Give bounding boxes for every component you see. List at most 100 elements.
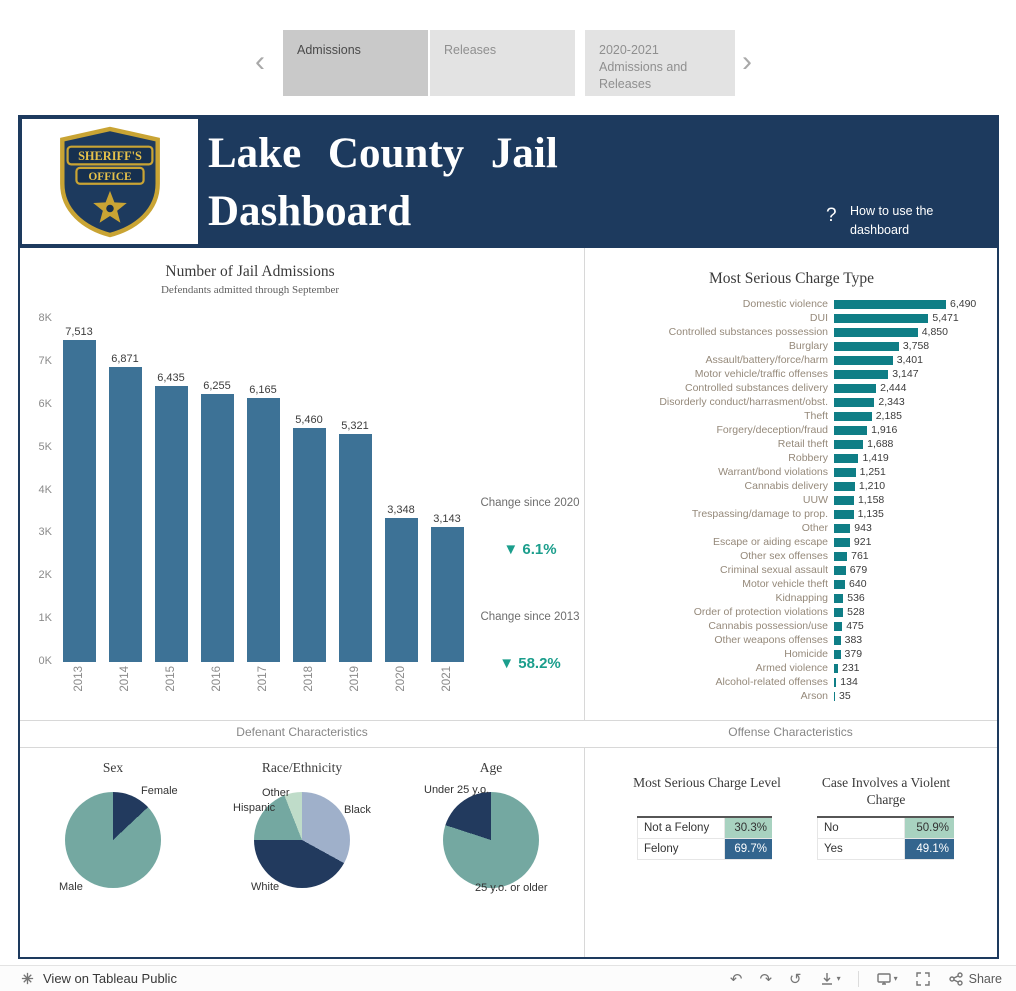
charge-bar[interactable] [834,509,854,519]
redo-icon[interactable]: ↷ [759,970,773,988]
charge-bar[interactable] [834,481,855,491]
download-icon [821,972,832,985]
y-axis-tick-label: 6K [38,397,52,410]
charge-bar[interactable] [834,663,838,673]
table-value-cell[interactable]: 49.1% [905,839,954,859]
charge-bar[interactable] [834,453,859,463]
charge-bar[interactable] [834,439,864,449]
view-on-tableau-public-link[interactable]: View on Tableau Public [20,971,177,986]
dashboard-tab-bar: Admissions Releases 2020-2021 Admissions… [283,30,737,96]
table-value-cell[interactable]: 50.9% [905,818,954,838]
charge-category-label: Forgery/deception/fraud [716,424,828,436]
charge-bar[interactable] [834,495,854,505]
next-tab-chevron-icon[interactable]: › [742,45,752,78]
change-since-2020-label: Change since 2020 [480,497,580,509]
charge-row: Forgery/deception/fraud 1,916 [596,423,996,437]
charge-bar[interactable] [834,313,929,323]
share-button[interactable]: Share [948,971,1002,987]
admissions-bar[interactable] [154,386,188,662]
charge-bar[interactable] [834,523,851,533]
sex-pie-chart[interactable] [65,792,161,888]
charge-bar[interactable] [834,649,841,659]
charge-bar[interactable] [834,327,918,337]
admissions-bar[interactable] [338,434,372,662]
tab-2020-2021-admissions-and-releases[interactable]: 2020-2021 Admissions and Releases [585,30,735,96]
race-ethnicity-pie-chart[interactable] [254,792,350,888]
admissions-bar[interactable] [292,428,326,662]
charge-bar[interactable] [834,607,844,617]
charge-category-label: UUW [802,494,828,506]
toolbar-buttons: ↶ ↷ ↺ ▾ ▾ Share [730,970,1002,988]
admissions-bar[interactable] [62,340,96,662]
charge-value-label: 3,147 [892,368,919,380]
charge-bar[interactable] [834,467,856,477]
y-axis-tick-label: 8K [38,312,52,324]
admissions-bar[interactable] [200,394,234,662]
chevron-down-icon: ▾ [836,974,841,983]
table-value-cell[interactable]: 69.7% [725,839,772,859]
charge-bar[interactable] [834,341,899,351]
charge-row: Assault/battery/force/harm 3,401 [596,353,996,367]
x-axis-label: 2016 [211,666,223,692]
age-pie-chart[interactable] [443,792,539,888]
device-layout-button[interactable]: ▾ [876,971,898,987]
charge-value-label: 640 [849,578,867,590]
charge-bar[interactable] [834,579,846,589]
charge-bar[interactable] [834,593,844,603]
charge-bar[interactable] [834,551,848,561]
reset-icon[interactable]: ↺ [789,970,802,988]
charge-bar[interactable] [834,635,841,645]
help-question-icon[interactable]: ? [826,205,837,226]
logo-text-line2: OFFICE [88,171,132,183]
table-value-cell[interactable]: 30.3% [725,818,772,838]
charge-bar[interactable] [834,411,872,421]
bar-value-label: 5,460 [295,414,323,426]
charge-value-label: 1,210 [858,480,886,492]
admissions-bar[interactable] [384,518,418,662]
bar-value-label: 6,165 [249,384,277,396]
charge-value-label: 2,343 [878,396,905,408]
admissions-bar[interactable] [108,367,142,662]
help-link[interactable]: How to use the dashboard [850,204,934,237]
charge-bar[interactable] [834,397,875,407]
charge-value-label: 943 [854,522,872,534]
undo-icon[interactable]: ↶ [729,970,743,988]
chevron-down-icon: ▾ [893,974,898,983]
pie-label-hispanic: Hispanic [233,802,276,814]
horizontal-divider [20,720,997,721]
charge-type-bar-plot: Domestic violence 6,490 DUI 5,471 Controlled… [596,297,996,703]
charge-bar[interactable] [834,355,893,365]
admissions-bar[interactable] [246,398,280,662]
charge-category-label: Criminal sexual assault [720,564,828,576]
charge-category-label: Motor vehicle theft [742,578,828,590]
charge-value-label: 4,850 [921,326,948,338]
table-row-label: Felony [637,839,725,859]
charge-value-label: 1,251 [859,466,886,478]
y-axis-tick-label: 1K [38,612,52,625]
previous-tab-chevron-icon[interactable]: ‹ [255,45,265,78]
tab-releases[interactable]: Releases [430,30,575,96]
charge-bar[interactable] [834,621,843,631]
tab-admissions[interactable]: Admissions [283,30,428,96]
sheriff-logo-box: SHERIFF'S OFFICE [22,119,198,244]
charge-bar[interactable] [834,565,846,575]
charge-bar[interactable] [834,691,835,701]
bar-value-label: 7,513 [65,326,93,338]
charge-bar[interactable] [834,369,889,379]
charge-bar[interactable] [834,425,868,435]
dashboard-title: Lake County Jail Dashboard [208,130,558,235]
charge-bar[interactable] [834,537,850,547]
bar-value-label: 6,255 [203,380,231,392]
charge-value-label: 3,401 [896,354,923,366]
charge-bar[interactable] [834,383,877,393]
admissions-bar[interactable] [430,527,464,662]
download-button[interactable]: ▾ [819,971,841,987]
charge-bar[interactable] [834,299,946,309]
charge-row: Other weapons offenses 383 [596,633,996,647]
charge-value-label: 134 [840,676,858,688]
fullscreen-button[interactable] [915,971,931,987]
section-label-defendant-characteristics: Defenant Characteristics [236,725,368,739]
charge-bar[interactable] [834,677,837,687]
charge-row: Controlled substances delivery 2,444 [596,381,996,395]
table-row-label: Not a Felony [637,818,725,838]
